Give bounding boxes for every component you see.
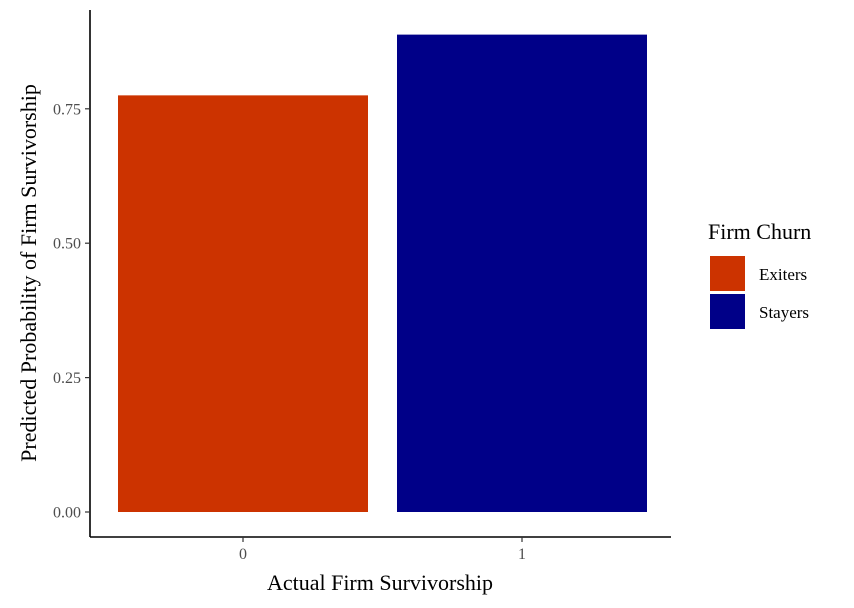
legend-swatch-exiters [710, 256, 745, 291]
legend-label-stayers: Stayers [759, 303, 809, 322]
y-ticks-group: 0.00 0.25 0.50 0.75 [53, 101, 90, 522]
x-axis-title: Actual Firm Survivorship [267, 570, 493, 595]
legend-swatch-stayers [710, 294, 745, 329]
y-tick-label: 0.00 [53, 505, 81, 522]
x-tick-label: 1 [518, 546, 526, 563]
y-axis-title: Predicted Probability of Firm Survivorsh… [16, 84, 41, 462]
legend: Firm Churn Exiters Stayers [708, 219, 811, 329]
x-tick-label: 0 [239, 546, 247, 563]
y-tick-label: 0.75 [53, 101, 81, 118]
y-tick-label: 0.50 [53, 236, 81, 253]
legend-label-exiters: Exiters [759, 265, 807, 284]
legend-title: Firm Churn [708, 219, 811, 244]
bar-1 [397, 34, 647, 512]
bar-0 [118, 95, 368, 513]
bars-group [118, 34, 647, 513]
legend-entries: Exiters Stayers [710, 256, 809, 329]
y-tick-label: 0.25 [53, 370, 81, 387]
